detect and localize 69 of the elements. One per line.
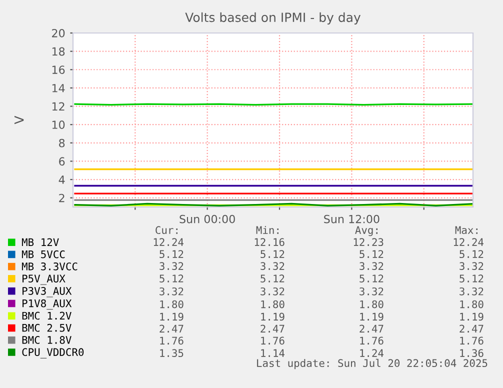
text: 1.76	[261, 336, 284, 345]
y-tick-label: 8	[59, 138, 65, 148]
text: 12.16	[254, 238, 284, 246]
text: Last update: Sun Jul 20 22:05:04 2025	[257, 358, 488, 370]
text: 5.12	[360, 250, 384, 258]
y-tick-label: 14	[52, 84, 65, 92]
text: 5.12	[160, 274, 184, 282]
y-axis-title: V	[14, 116, 24, 124]
y-tick-label: 16	[52, 66, 65, 74]
legend-label: MB 3.3VCC	[22, 262, 78, 270]
text: 5.12	[360, 274, 384, 282]
text: 5.12	[460, 250, 484, 258]
text: 1.19	[360, 312, 384, 321]
y-tick-label: 4	[58, 176, 65, 184]
legend-label: BMC 1.8V	[22, 336, 72, 344]
text: 1.36	[460, 349, 484, 358]
text: 1.80	[360, 300, 384, 308]
text: Cur:	[156, 226, 178, 234]
legend-label: CPU_VDDCR0	[22, 348, 84, 358]
text: 2.47	[460, 324, 484, 332]
text: Max:	[455, 226, 478, 234]
text: 3.32	[460, 262, 484, 270]
text: 1.35	[160, 349, 184, 358]
text: 3.32	[260, 287, 284, 296]
legend-label: P1V8_AUX	[22, 299, 72, 310]
text: 12.24	[454, 238, 484, 246]
text: 5.12	[160, 250, 184, 258]
text: 1.80	[160, 300, 184, 308]
y-tick-label: 2	[59, 194, 64, 202]
text: 2.47	[260, 324, 284, 332]
text: 3.32	[160, 287, 184, 296]
y-tick-label: 20	[52, 28, 65, 38]
text: 1.76	[160, 336, 184, 345]
legend-label: BMC 1.2V	[22, 312, 72, 320]
text: 5.12	[260, 274, 284, 282]
text: 1.19	[160, 312, 184, 321]
legend-label: MB 5VCC	[22, 250, 65, 258]
text: 3.32	[260, 262, 284, 270]
text: Avg:	[355, 226, 378, 236]
text: 1.19	[460, 312, 484, 321]
x-tick-label: Sun 00:00	[180, 214, 235, 224]
text: Min:	[256, 226, 278, 234]
text: 1.76	[360, 336, 384, 345]
text: 1.80	[460, 300, 484, 308]
y-tick-label: 10	[52, 120, 65, 129]
legend-label: P5V_AUX	[22, 274, 66, 285]
text: 5.12	[260, 250, 284, 258]
text: 1.14	[261, 349, 285, 357]
text: 12.23	[354, 238, 384, 246]
text: 12.24	[154, 238, 184, 246]
text: 3.32	[360, 262, 384, 270]
legend-label: P3V3_AUX	[22, 286, 72, 298]
text: 5.12	[460, 274, 484, 282]
text: 1.80	[261, 300, 284, 308]
legend-label: MB 12V	[22, 238, 59, 246]
chart-title: Volts based on IPMI - by day	[185, 12, 361, 24]
text: 2.47	[360, 324, 384, 332]
text: 1.19	[261, 312, 284, 321]
y-tick-label: 18	[52, 47, 65, 56]
text: 3.32	[460, 287, 484, 296]
y-tick-label: 6	[59, 157, 65, 166]
y-tick-label: 12	[52, 102, 64, 110]
text: 3.32	[160, 262, 184, 270]
text: 1.24	[360, 349, 384, 357]
text: 1.76	[460, 336, 484, 345]
text: 3.32	[360, 287, 384, 296]
legend-label: BMC 2.5V	[22, 324, 72, 332]
x-tick-label: Sun 12:00	[324, 214, 380, 224]
text: 2.47	[160, 324, 184, 332]
